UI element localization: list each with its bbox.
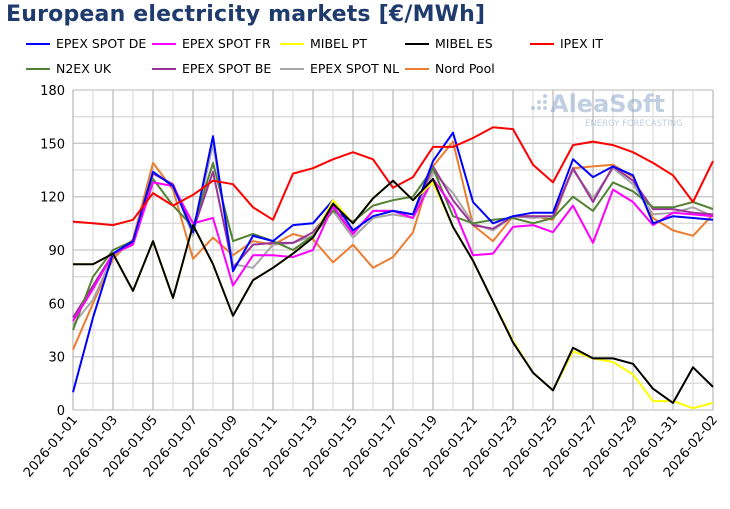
legend-label: Nord Pool (435, 61, 495, 76)
y-tick-label: 60 (48, 297, 65, 312)
legend-label: EPEX SPOT FR (182, 36, 271, 51)
legend: EPEX SPOT DE EPEX SPOT FR MIBEL PT MIBEL ES… (26, 36, 603, 76)
legend-label: EPEX SPOT NL (310, 61, 399, 76)
legend-item: EPEX SPOT NL (280, 61, 399, 76)
legend-item: MIBEL PT (280, 36, 367, 51)
legend-label: MIBEL ES (435, 36, 493, 51)
legend-item: N2EX UK (26, 61, 112, 76)
legend-label: IPEX IT (560, 36, 603, 51)
series-line-ipex-it (72, 126, 714, 227)
aleasoft-watermark: AleaSoft ENERGY FORECASTING (531, 90, 683, 129)
watermark-brand: AleaSoft (550, 90, 665, 118)
y-tick-label: 120 (40, 191, 65, 206)
legend-item: IPEX IT (530, 36, 603, 51)
legend-label: EPEX SPOT DE (56, 36, 146, 51)
legend-item: EPEX SPOT FR (152, 36, 271, 51)
grid (72, 89, 714, 411)
y-tick-label: 30 (48, 351, 65, 366)
series-line-mibel-es (73, 177, 714, 404)
legend-item: EPEX SPOT DE (26, 36, 146, 51)
aleasoft-logo-dots-icon (531, 94, 547, 110)
legend-label: N2EX UK (56, 61, 112, 76)
legend-item: Nord Pool (405, 61, 495, 76)
chart-title: European electricity markets [€/MWh] (6, 2, 486, 27)
y-tick-label: 150 (40, 137, 65, 152)
y-tick-label: 90 (48, 244, 65, 259)
series-line-n2ex-uk (72, 161, 714, 331)
legend-label: EPEX SPOT BE (182, 61, 271, 76)
y-tick-label: 180 (40, 84, 65, 99)
series-lines (72, 126, 714, 410)
legend-item: EPEX SPOT BE (152, 61, 271, 76)
watermark-tagline: ENERGY FORECASTING (585, 119, 683, 129)
legend-item: MIBEL ES (405, 36, 493, 51)
legend-label: MIBEL PT (310, 36, 367, 51)
y-tick-label: 0 (57, 404, 65, 419)
